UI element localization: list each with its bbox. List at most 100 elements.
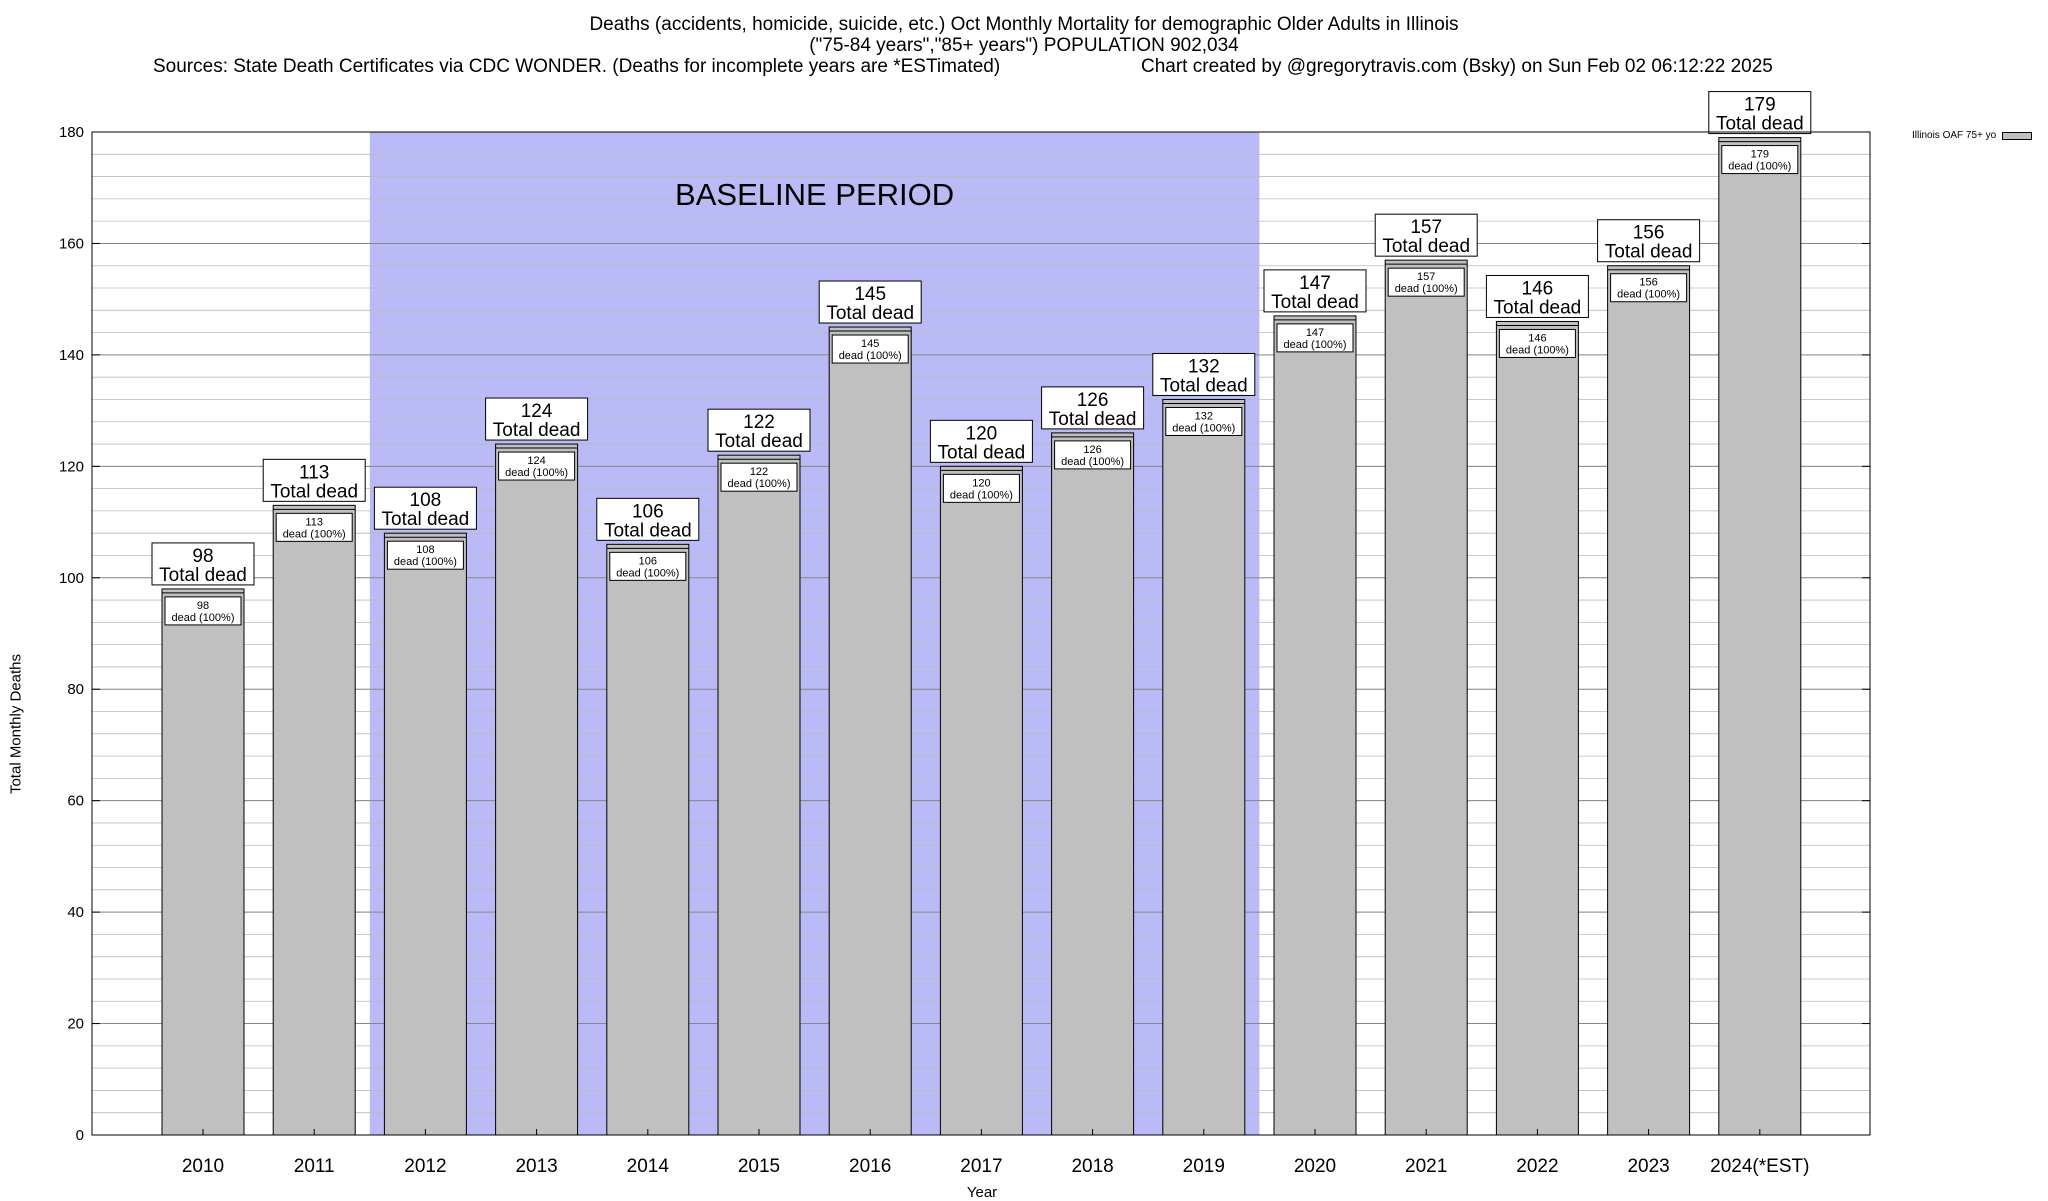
bar-inner-label-box bbox=[1610, 273, 1688, 303]
total-label: Total dead bbox=[1494, 297, 1582, 318]
bar-inner-value: 126 bbox=[1083, 444, 1101, 456]
bar-inner-label-box bbox=[164, 596, 242, 626]
total-label: Total dead bbox=[159, 565, 247, 586]
total-value: 157 bbox=[1410, 217, 1442, 238]
total-label: Total dead bbox=[1716, 114, 1804, 135]
total-value: 179 bbox=[1744, 95, 1776, 116]
total-value: 122 bbox=[743, 412, 775, 433]
x-tick-label: 2023 bbox=[1627, 1156, 1669, 1177]
chart-title: Deaths (accidents, homicide, suicide, et… bbox=[589, 14, 1459, 35]
bar bbox=[272, 504, 356, 1136]
bar-inner-value: 108 bbox=[416, 544, 434, 556]
bar-inner-label: dead (100%) bbox=[1395, 283, 1458, 295]
bar bbox=[495, 443, 579, 1136]
x-tick-label: 2011 bbox=[294, 1156, 335, 1177]
total-label-box bbox=[1263, 269, 1367, 313]
total-value: 146 bbox=[1522, 278, 1554, 299]
bar bbox=[1273, 315, 1357, 1136]
bar-inner-label-box bbox=[498, 451, 576, 481]
x-tick-label: 2014 bbox=[627, 1156, 670, 1177]
chart-subtitle: ("75-84 years","85+ years") POPULATION 9… bbox=[809, 35, 1239, 56]
y-tick-label: 180 bbox=[59, 124, 84, 141]
x-tick-label: 2012 bbox=[404, 1156, 446, 1177]
chart-credit: Chart created by @gregorytravis.com (Bsk… bbox=[1141, 56, 1773, 77]
total-value: 113 bbox=[299, 462, 329, 483]
bar-inner-value: 145 bbox=[861, 338, 879, 350]
total-label-box bbox=[151, 542, 255, 586]
total-label-box bbox=[1597, 219, 1701, 263]
x-tick-label: 2010 bbox=[182, 1156, 224, 1177]
total-label: Total dead bbox=[1271, 292, 1359, 313]
total-label: Total dead bbox=[715, 431, 803, 452]
bar bbox=[828, 326, 912, 1136]
bar-inner-label: dead (100%) bbox=[1061, 456, 1124, 468]
x-tick-label: 2013 bbox=[515, 1156, 557, 1177]
bar-inner-value: 132 bbox=[1195, 410, 1213, 422]
total-label-box bbox=[929, 419, 1033, 463]
total-value: 108 bbox=[410, 490, 442, 511]
total-label-box bbox=[1041, 386, 1145, 430]
total-label: Total dead bbox=[1605, 242, 1693, 263]
bar-inner-label: dead (100%) bbox=[172, 612, 235, 624]
total-value: 132 bbox=[1188, 356, 1220, 377]
total-label-box bbox=[818, 280, 922, 324]
bar-inner-label: dead (100%) bbox=[283, 528, 346, 540]
bar-inner-label: dead (100%) bbox=[505, 467, 568, 479]
total-label-box bbox=[596, 497, 700, 541]
bar-inner-label-box bbox=[275, 512, 353, 542]
x-tick-label: 2024(*EST) bbox=[1710, 1156, 1809, 1177]
bar bbox=[717, 454, 801, 1136]
total-label-box bbox=[373, 486, 477, 530]
bar-inner-label: dead (100%) bbox=[394, 556, 457, 568]
bar-inner-label: dead (100%) bbox=[839, 350, 902, 362]
bar-inner-label: dead (100%) bbox=[1617, 289, 1680, 301]
bar bbox=[383, 532, 467, 1136]
bar bbox=[606, 543, 690, 1136]
x-tick-label: 2017 bbox=[960, 1156, 1002, 1177]
bar-inner-label-box bbox=[386, 540, 464, 570]
total-label: Total dead bbox=[270, 481, 358, 502]
total-value: 98 bbox=[192, 546, 213, 567]
bar-inner-label: dead (100%) bbox=[616, 567, 679, 579]
x-axis-label: Year bbox=[966, 1184, 998, 1201]
total-label-box bbox=[1485, 274, 1589, 318]
total-value: 147 bbox=[1299, 273, 1331, 294]
total-value: 156 bbox=[1633, 223, 1665, 244]
x-tick-label: 2019 bbox=[1183, 1156, 1225, 1177]
x-tick-label: 2021 bbox=[1405, 1156, 1447, 1177]
bar-inner-value: 98 bbox=[197, 600, 209, 612]
bar-inner-label: dead (100%) bbox=[950, 489, 1013, 501]
legend-label: Illinois OAF 75+ yo bbox=[1912, 130, 1997, 141]
y-tick-label: 120 bbox=[59, 458, 84, 475]
total-label: Total dead bbox=[1049, 409, 1137, 430]
y-tick-label: 160 bbox=[59, 235, 84, 252]
y-tick-label: 140 bbox=[59, 347, 84, 364]
bar-inner-label: dead (100%) bbox=[1728, 161, 1791, 173]
bar bbox=[1718, 137, 1802, 1136]
bar-inner-value: 113 bbox=[305, 516, 323, 528]
bar-inner-value: 147 bbox=[1306, 327, 1324, 339]
y-tick-label: 80 bbox=[67, 681, 84, 698]
bar-inner-value: 146 bbox=[1528, 332, 1546, 344]
bar-inner-label: dead (100%) bbox=[728, 478, 791, 490]
bar-inner-label-box bbox=[1387, 267, 1465, 297]
total-label-box bbox=[707, 408, 811, 452]
bar bbox=[161, 588, 245, 1136]
total-label: Total dead bbox=[826, 303, 914, 324]
bar-inner-value: 124 bbox=[527, 455, 545, 467]
bar-inner-label: dead (100%) bbox=[1284, 339, 1347, 351]
bar-inner-label-box bbox=[1276, 323, 1354, 353]
x-tick-label: 2016 bbox=[849, 1156, 891, 1177]
bar bbox=[939, 465, 1023, 1136]
bar-inner-value: 157 bbox=[1417, 271, 1435, 283]
x-tick-label: 2018 bbox=[1071, 1156, 1113, 1177]
total-label-box bbox=[485, 397, 589, 441]
bar bbox=[1162, 398, 1246, 1136]
chart-title-block: Deaths (accidents, homicide, suicide, et… bbox=[0, 14, 2048, 78]
bar-inner-value: 120 bbox=[972, 477, 990, 489]
bar-inner-label-box bbox=[831, 334, 909, 364]
bar-inner-value: 122 bbox=[750, 466, 768, 478]
bar-inner-label-box bbox=[609, 551, 687, 581]
total-label-box bbox=[262, 458, 366, 502]
total-label-box bbox=[1374, 213, 1478, 257]
